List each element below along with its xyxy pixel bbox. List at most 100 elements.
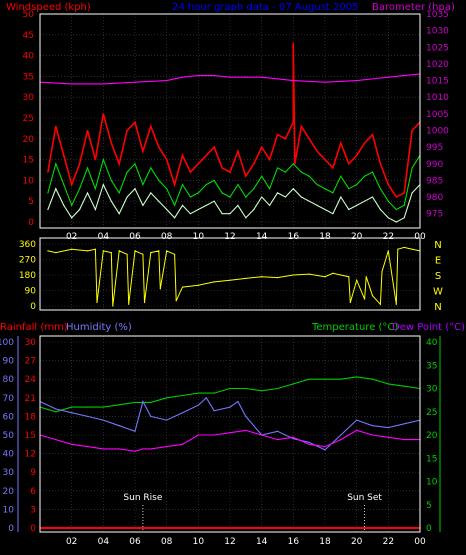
series-point-humidity (276, 430, 279, 432)
series-point-barometer (102, 83, 104, 85)
series-point-minimum (284, 196, 287, 198)
series-point-temperature (229, 387, 231, 390)
series-point-minimum (332, 213, 334, 215)
series-point-average (150, 167, 152, 169)
series-point-average (308, 175, 310, 177)
series-point-dew_point (71, 443, 73, 445)
series-point-direction (96, 301, 98, 304)
series-point-gust (197, 163, 199, 165)
series-point-direction (118, 250, 120, 252)
series-point-temperature (324, 378, 326, 380)
series-point-dew_point (142, 448, 144, 450)
series-point-temperature (86, 406, 89, 408)
time-tick-label: 14 (256, 232, 268, 242)
series-line-direction (47, 246, 421, 307)
series-point-direction (229, 279, 231, 281)
series-point-direction (292, 274, 294, 276)
series-point-minimum (181, 204, 184, 206)
graph-title: 24 hour graph data - 07 August 2005 (172, 2, 358, 13)
series-point-gust (379, 163, 382, 165)
sun-event-label: Sun Rise (123, 493, 162, 503)
series-point-humidity (86, 415, 89, 417)
temperature-tick-label: 40 (426, 338, 438, 348)
barometer-tick-label: 1005 (426, 110, 449, 120)
time-tick-label: 14 (256, 537, 268, 547)
series-point-humidity (166, 419, 168, 421)
series-point-barometer (181, 76, 184, 78)
series-point-gust (181, 154, 184, 157)
humidity-tick-label: 80 (3, 375, 15, 385)
series-point-direction (213, 281, 215, 283)
series-point-minimum (205, 204, 207, 206)
series-point-minimum (348, 208, 350, 211)
series-point-direction (348, 276, 350, 278)
windspeed-tick-label: 20 (23, 135, 35, 145)
series-point-minimum (197, 208, 199, 211)
series-point-average (371, 171, 374, 173)
series-point-minimum (86, 192, 89, 194)
series-point-average (324, 188, 326, 190)
direction-tick-label: 270 (19, 256, 36, 266)
series-point-minimum (221, 213, 223, 215)
rainfall-tick-label: 18 (25, 412, 37, 422)
series-point-dew_point (118, 448, 120, 450)
series-point-average (55, 163, 57, 165)
series-point-gust (78, 163, 81, 165)
series-point-minimum (379, 208, 382, 211)
series-point-barometer (403, 74, 405, 77)
series-point-direction (102, 250, 104, 252)
series-point-direction (128, 303, 130, 305)
series-point-minimum (268, 204, 271, 206)
series-point-minimum (261, 196, 263, 198)
series-point-dew_point (324, 446, 326, 448)
series-point-temperature (181, 394, 184, 397)
temperature-tick-label: 30 (426, 385, 438, 395)
series-point-average (71, 204, 73, 206)
series-point-average (197, 192, 199, 194)
series-point-direction (332, 272, 334, 274)
humidity-tick-label: 0 (8, 524, 14, 534)
series-point-direction (197, 284, 199, 286)
series-point-direction (143, 301, 146, 304)
windspeed-tick-label: 50 (23, 10, 35, 20)
series-point-average (126, 171, 128, 173)
series-point-gust (86, 129, 89, 132)
series-point-barometer (261, 76, 263, 78)
series-point-minimum (300, 196, 302, 198)
windspeed-tick-label: 25 (23, 114, 34, 124)
series-point-direction (379, 303, 382, 305)
series-point-gust (102, 113, 104, 115)
series-point-humidity (102, 419, 104, 421)
series-line-dew_point (39, 429, 420, 452)
series-point-minimum (166, 208, 168, 211)
humidity-tick-label: 50 (3, 431, 15, 441)
series-point-temperature (340, 378, 342, 380)
series-line-minimum (47, 183, 421, 223)
humidity-axis-label: Humidity (%) (66, 322, 132, 333)
series-point-minimum (371, 196, 374, 198)
temperature-tick-label: 25 (426, 408, 437, 418)
humidity-tick-label: 60 (3, 412, 15, 422)
time-tick-label: 10 (193, 537, 205, 547)
series-point-direction (308, 273, 310, 275)
series-point-minimum (411, 192, 413, 194)
series-point-average (63, 183, 65, 186)
series-point-humidity (387, 426, 389, 429)
series-point-dew_point (292, 436, 294, 438)
humidity-tick-label: 70 (3, 394, 15, 404)
windspeed-axis-label: Windspeed (kph) (6, 2, 91, 13)
series-point-dew_point (86, 446, 89, 448)
compass-tick-label: N (434, 240, 441, 251)
series-point-direction (324, 276, 326, 278)
series-point-gust (134, 121, 136, 123)
series-point-dew_point (308, 443, 310, 445)
series-line-average (47, 155, 421, 211)
series-point-gust (126, 129, 128, 132)
series-point-gust (363, 142, 366, 144)
series-point-gust (229, 171, 231, 173)
windspeed-panel-frame (39, 13, 421, 229)
series-point-average (340, 175, 342, 177)
series-point-minimum (356, 204, 358, 206)
series-point-dew_point (387, 436, 389, 438)
